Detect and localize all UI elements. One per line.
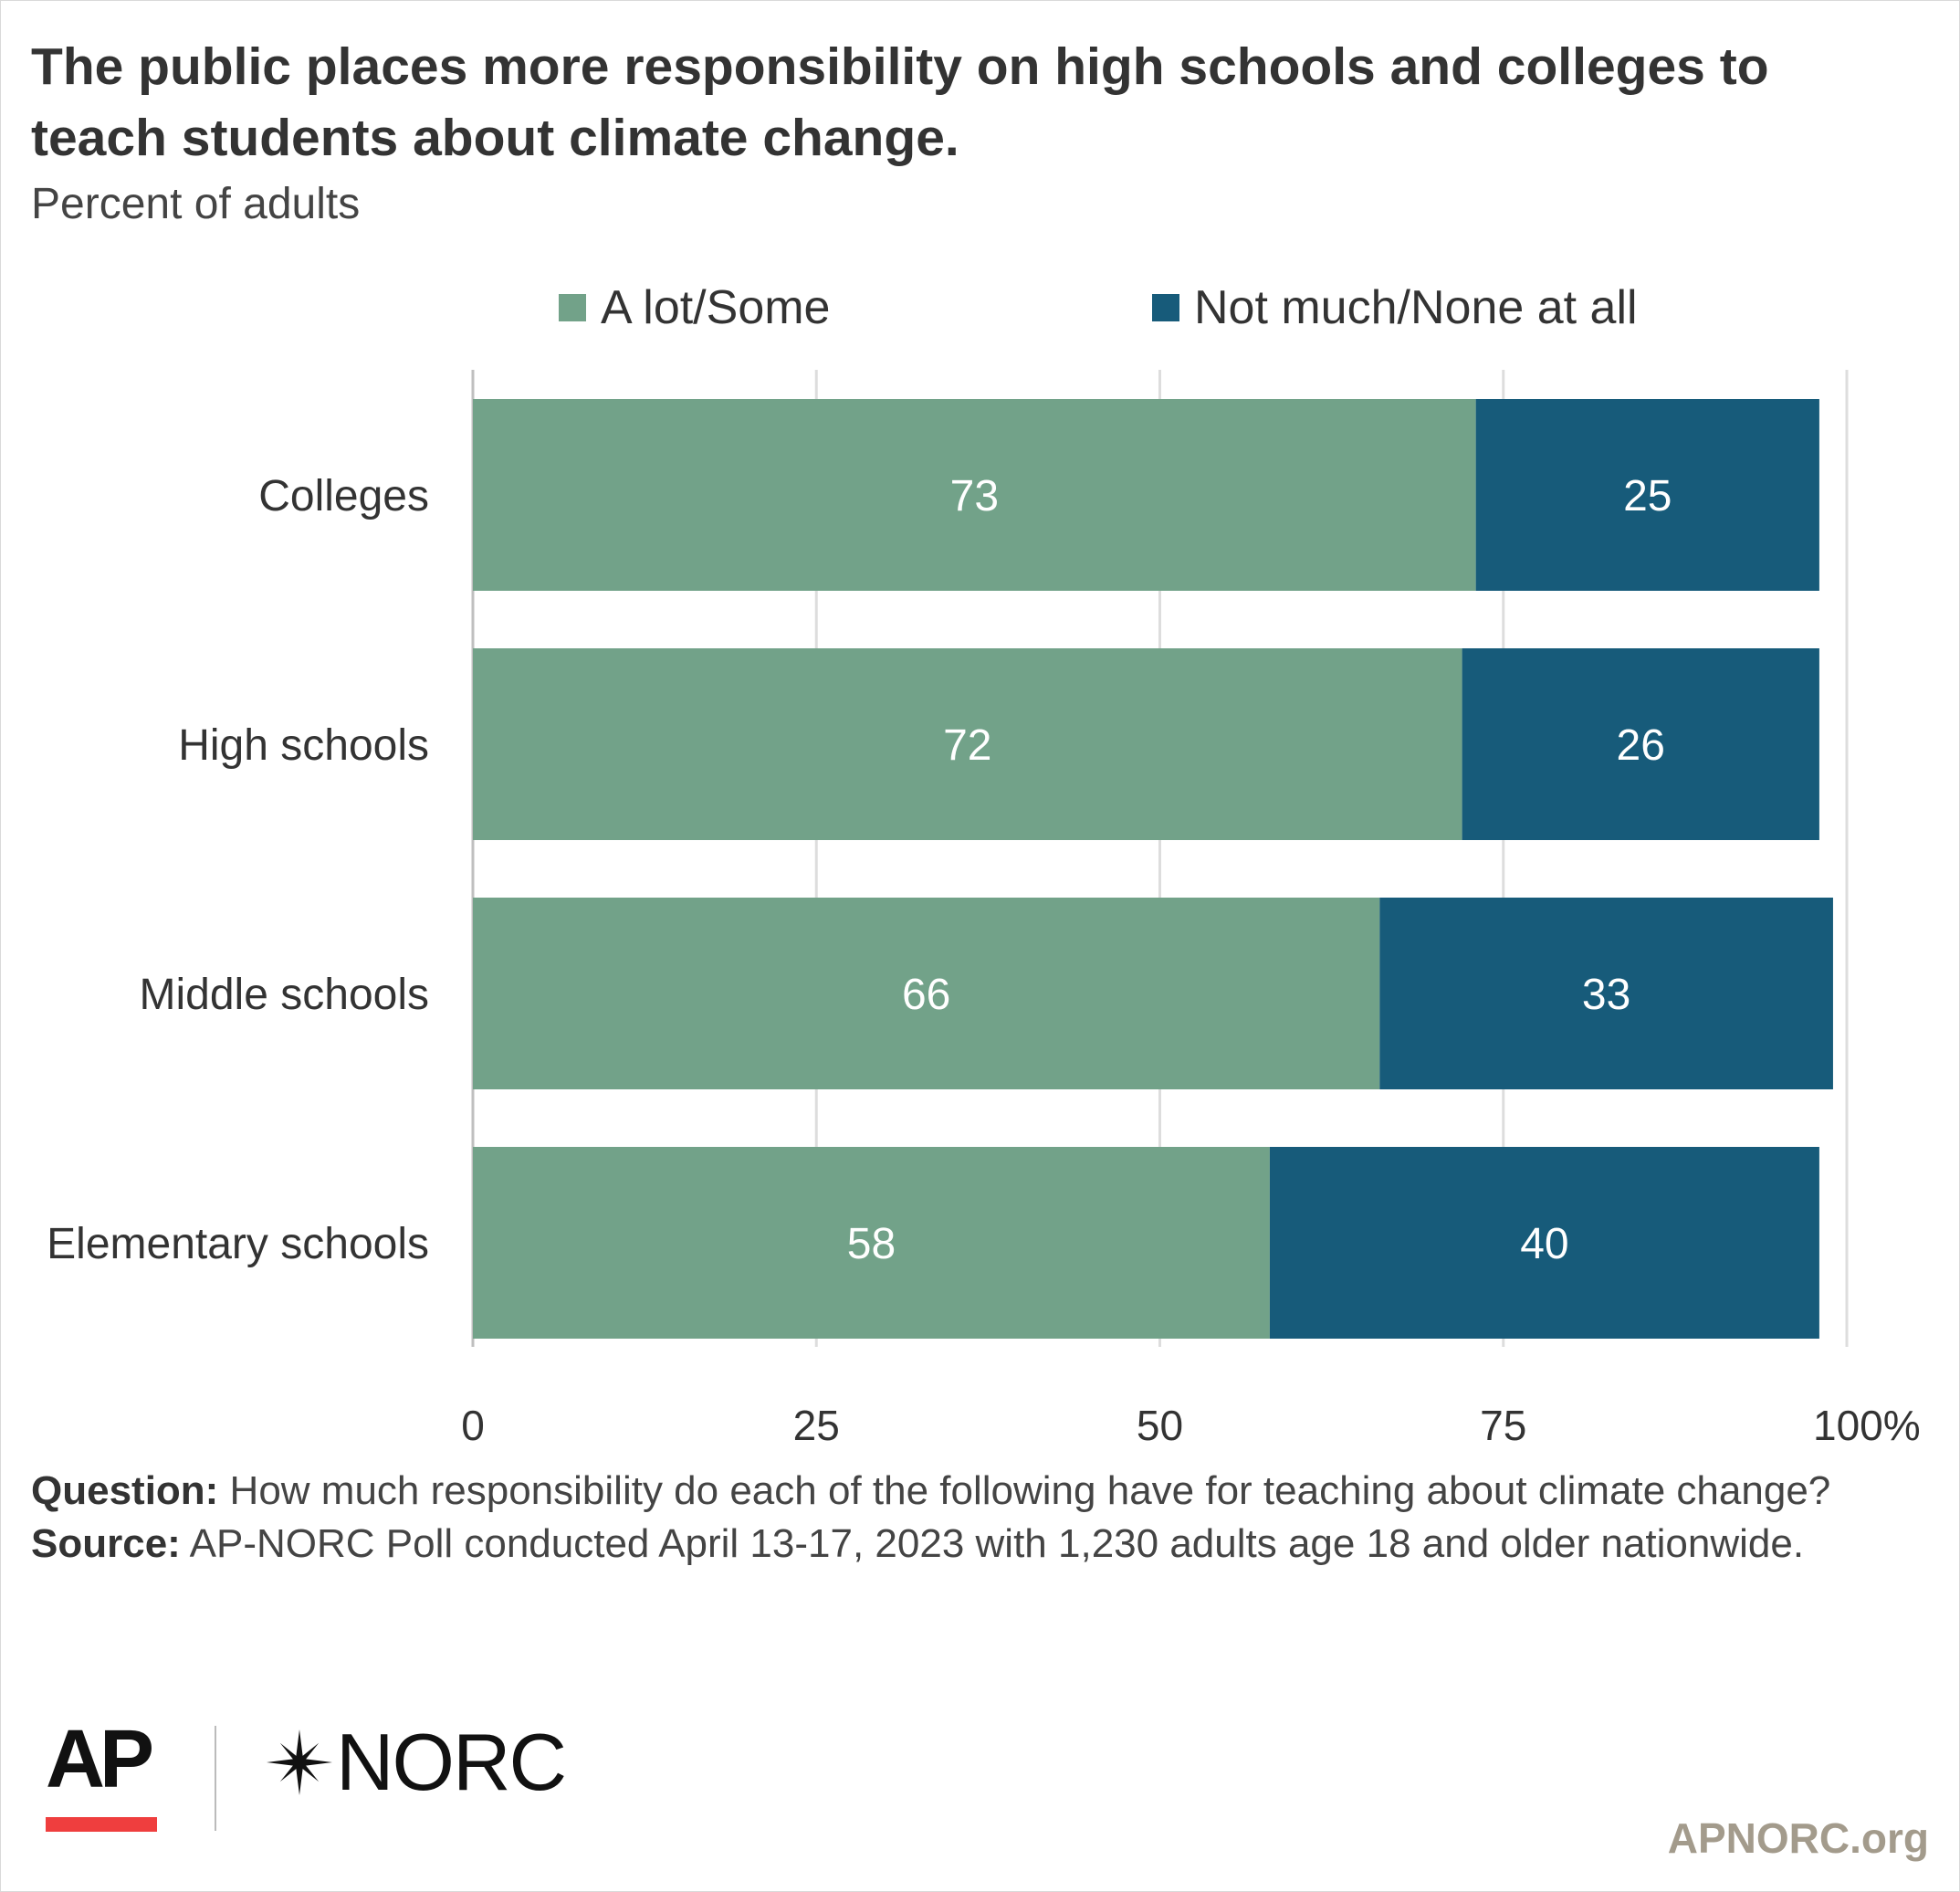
x-tick-label: 0	[461, 1402, 485, 1449]
bar-segment	[1475, 399, 1819, 591]
data-label: 72	[943, 721, 991, 770]
category-label: Colleges	[258, 472, 429, 520]
question-note: Question: How much responsibility do eac…	[31, 1465, 1912, 1518]
chart-subtitle: Percent of adults	[31, 180, 361, 228]
norc-logo-text: NORC	[336, 1717, 567, 1807]
legend-item-a-lot-some: A lot/Some	[559, 279, 830, 337]
data-label: 73	[950, 472, 999, 520]
bar-segment	[473, 1147, 1270, 1339]
site-url: APNORC.org	[1667, 1814, 1929, 1862]
ap-logo: AP	[46, 1714, 154, 1805]
category-label: Middle schools	[140, 971, 429, 1019]
source-text: AP-NORC Poll conducted April 13-17, 2023…	[180, 1521, 1805, 1566]
data-label: 33	[1582, 971, 1630, 1019]
ap-logo-bar	[46, 1817, 157, 1832]
legend-swatch-a-lot-some	[559, 294, 586, 321]
legend-label-a-lot-some: A lot/Some	[601, 281, 831, 334]
bar-segment	[1462, 648, 1819, 840]
category-label: Elementary schools	[47, 1220, 429, 1268]
x-tick-label: 75	[1480, 1402, 1526, 1449]
chart-notes: Question: How much responsibility do eac…	[31, 1465, 1912, 1571]
x-tick-label: 100%	[1813, 1402, 1921, 1449]
bar-segment	[473, 898, 1380, 1089]
data-label: 66	[902, 971, 950, 1019]
bar-chart: 73 25 Colleges 72 26 High schools 66 33 Middle s…	[47, 370, 1921, 1449]
category-label: High schools	[178, 721, 429, 770]
question-label: Question:	[31, 1468, 219, 1513]
x-tick-label: 25	[793, 1402, 840, 1449]
source-note: Source: AP-NORC Poll conducted April 13-…	[31, 1518, 1912, 1571]
legend-label-not-much: Not much/None at all	[1194, 281, 1638, 334]
norc-star-icon	[267, 1729, 332, 1795]
source-label: Source:	[31, 1521, 181, 1566]
x-tick-label: 50	[1137, 1402, 1183, 1449]
data-label: 25	[1623, 472, 1672, 520]
data-label: 40	[1520, 1220, 1568, 1268]
chart-title: The public places more responsibility on…	[31, 37, 1769, 167]
logo-divider	[215, 1726, 216, 1831]
bar-segment	[1379, 898, 1833, 1089]
bar-segment	[473, 648, 1462, 840]
bar-segment	[1269, 1147, 1819, 1339]
legend-swatch-not-much	[1152, 294, 1179, 321]
norc-logo: NORC	[263, 1717, 567, 1807]
data-label: 26	[1617, 721, 1665, 770]
data-label: 58	[847, 1220, 896, 1268]
bar-segment	[473, 399, 1476, 591]
question-text: How much responsibility do each of the f…	[218, 1468, 1831, 1513]
legend-item-not-much: Not much/None at all	[1152, 279, 1638, 337]
